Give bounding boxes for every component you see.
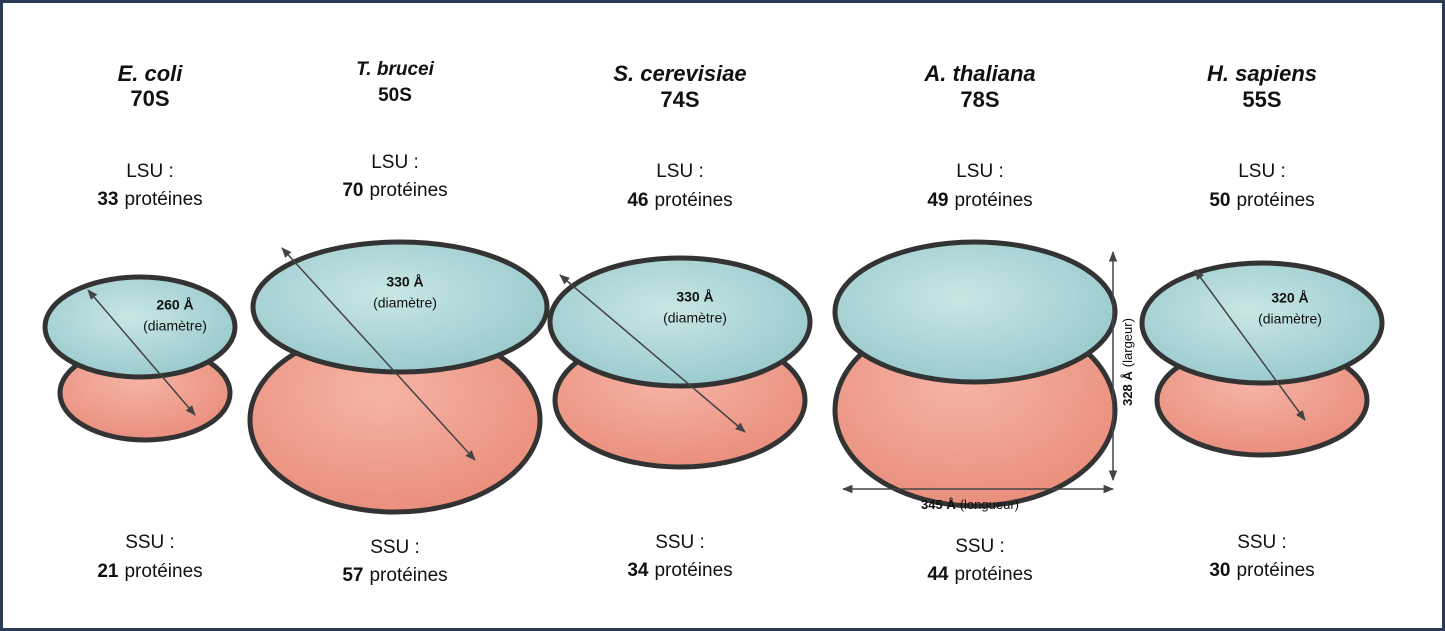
ssu-unit: protéines [124, 561, 202, 582]
lsu-unit: protéines [369, 180, 447, 201]
sedimentation: 70S [130, 86, 169, 111]
diameter-arrow [1194, 269, 1306, 421]
lsu-label: LSU : [1238, 161, 1286, 182]
ssu-label: SSU : [1237, 532, 1287, 553]
diameter-arrow [559, 274, 746, 433]
size-label: (diamètre) [663, 310, 727, 326]
sedimentation: 74S [660, 87, 699, 112]
ssu-proteins: 44 protéines [927, 564, 1032, 585]
ssu-proteins: 21 protéines [97, 561, 202, 582]
height-label: (largeur) [1120, 318, 1135, 367]
lsu-label: LSU : [126, 161, 174, 182]
lsu-proteins: 50 protéines [1209, 190, 1314, 211]
size-value: 330 Å [676, 289, 713, 305]
lsu-proteins: 70 protéines [342, 180, 447, 201]
organism-name: E. coli [118, 61, 184, 86]
size-label: (diamètre) [1258, 311, 1322, 327]
lsu-label: LSU : [371, 152, 419, 173]
sedimentation: 78S [960, 87, 999, 112]
ssu-label: SSU : [125, 532, 175, 553]
lsu-proteins: 49 protéines [927, 190, 1032, 211]
length-value: 345 Å [921, 497, 956, 512]
lsu-proteins: 33 protéines [97, 189, 202, 210]
ssu-label: SSU : [955, 536, 1005, 557]
ssu-unit: protéines [654, 560, 732, 581]
ssu-unit: protéines [1236, 560, 1314, 581]
lsu-count: 46 [627, 190, 648, 211]
size-value: 330 Å [386, 274, 423, 290]
height-value: 328 Å [1120, 371, 1135, 406]
lsu-label: LSU : [656, 161, 704, 182]
diameter-arrow [87, 289, 196, 416]
sedimentation: 55S [1242, 87, 1281, 112]
length-text: 345 Å (longueur) [921, 497, 1019, 512]
lsu-unit: protéines [954, 190, 1032, 211]
lsu-proteins: 46 protéines [627, 190, 732, 211]
organism-name: H. sapiens [1207, 61, 1317, 86]
lsu-count: 70 [342, 180, 363, 201]
ssu-proteins: 34 protéines [627, 560, 732, 581]
size-label: (diamètre) [143, 318, 207, 334]
size-value: 260 Å [156, 297, 193, 313]
lsu-unit: protéines [124, 189, 202, 210]
ssu-count: 57 [342, 565, 363, 586]
organism-name: A. thaliana [923, 61, 1035, 86]
lsu-count: 49 [927, 190, 948, 211]
lsu-count: 33 [97, 189, 118, 210]
size-label: (diamètre) [373, 295, 437, 311]
ssu-label: SSU : [370, 537, 420, 558]
lsu-label: LSU : [956, 161, 1004, 182]
diameter-arrow [281, 247, 476, 461]
ssu-proteins: 30 protéines [1209, 560, 1314, 581]
sedimentation: 50S [378, 85, 412, 106]
organism-name: S. cerevisiae [613, 61, 746, 86]
size-value: 320 Å [1271, 290, 1308, 306]
ssu-unit: protéines [369, 565, 447, 586]
ssu-unit: protéines [954, 564, 1032, 585]
organism-name: T. brucei [356, 59, 434, 80]
ssu-proteins: 57 protéines [342, 565, 447, 586]
lsu-unit: protéines [1236, 190, 1314, 211]
large-subunit [832, 239, 1118, 385]
lsu-count: 50 [1209, 190, 1230, 211]
ssu-label: SSU : [655, 532, 705, 553]
length-label: (longueur) [960, 497, 1019, 512]
ssu-count: 21 [97, 561, 119, 582]
ssu-count: 44 [927, 564, 949, 585]
lsu-unit: protéines [654, 190, 732, 211]
ssu-count: 34 [627, 560, 649, 581]
height-text: 328 Å (largeur) [1120, 318, 1135, 406]
ssu-count: 30 [1209, 560, 1230, 581]
